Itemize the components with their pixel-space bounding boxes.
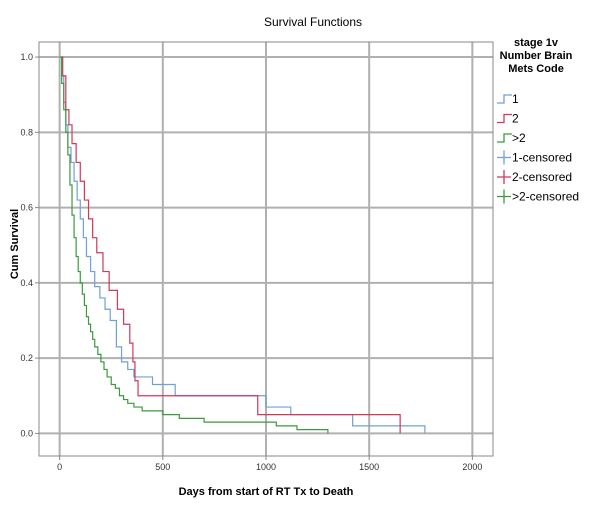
legend-entry-1: 2 (497, 112, 519, 126)
legend-entry-0: 1 (497, 92, 519, 106)
legend-label-5: >2-censored (512, 190, 579, 204)
x-axis-label: Days from start of RT Tx to Death (179, 486, 354, 498)
x-tick-label-4: 2000 (462, 462, 482, 472)
series-line-1 (59, 56, 401, 434)
legend-entry-5: >2-censored (497, 189, 579, 204)
series-line-2 (59, 56, 329, 434)
y-axis-label: Cum Survival (9, 209, 21, 279)
legend-entry-3: 1-censored (497, 150, 572, 165)
legend-swatch-0 (497, 94, 512, 104)
x-tick-label-1: 500 (155, 462, 170, 472)
legend-title-line-3: Mets Code (508, 63, 564, 75)
x-tick-label-2: 1000 (256, 462, 276, 472)
legend-swatch-1 (497, 113, 512, 124)
legend-label-0: 1 (512, 92, 519, 106)
legend-swatch-3 (497, 150, 511, 165)
x-axis-ticks: 0 500 1000 1500 2000 (57, 456, 482, 472)
y-tick-label-4: 0.8 (20, 127, 33, 137)
legend-entry-2: >2 (497, 131, 526, 145)
x-tick-label-3: 1500 (359, 462, 379, 472)
y-tick-label-1: 0.2 (20, 353, 33, 363)
legend-swatch-2 (497, 133, 512, 143)
y-axis-ticks: 0.0 0.2 0.4 0.6 0.8 1.0 (20, 52, 39, 438)
legend-label-2: >2 (512, 131, 526, 145)
series-line-0 (59, 56, 426, 434)
x-tick-label-0: 0 (57, 462, 62, 472)
y-tick-label-3: 0.6 (20, 203, 33, 213)
grid (39, 42, 493, 456)
legend-label-4: 2-censored (512, 170, 572, 184)
y-tick-label-0: 0.0 (20, 428, 33, 438)
legend-entry-4: 2-censored (497, 170, 572, 184)
series-layer (59, 56, 426, 434)
chart-title: Survival Functions (264, 15, 362, 29)
legend-label-3: 1-censored (512, 151, 572, 165)
legend-swatch-5 (497, 189, 511, 204)
legend-label-1: 2 (512, 112, 519, 126)
y-tick-label-5: 1.0 (20, 52, 33, 62)
legend: stage 1v Number Brain Mets Code 1 2 >2 1-ce… (497, 37, 579, 204)
legend-title-line-2: Number Brain (500, 50, 573, 62)
legend-swatch-4 (497, 170, 511, 184)
y-tick-label-2: 0.4 (20, 278, 33, 288)
legend-entries: 1 2 >2 1-censored 2-censored >2-censored (497, 92, 579, 204)
legend-title-line-1: stage 1v (514, 37, 559, 49)
